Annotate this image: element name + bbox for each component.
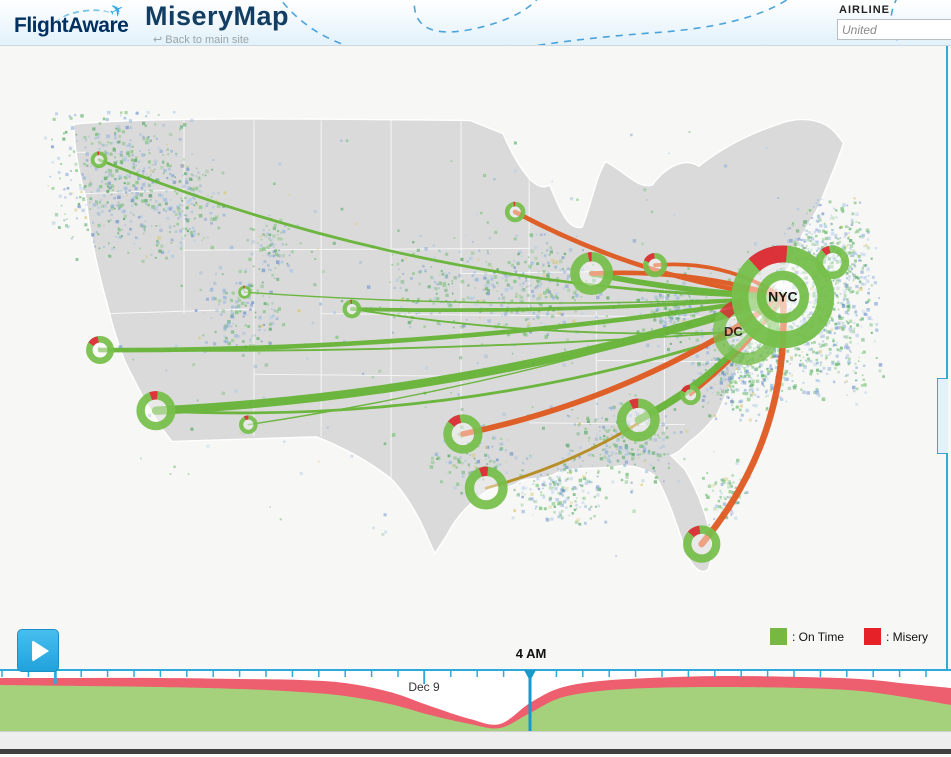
airport-donut-sea[interactable] (90, 151, 108, 169)
back-to-main-site-link[interactable]: ↩ Back to main site (153, 34, 250, 46)
airport-donuts-layer: DC NYC (85, 151, 850, 565)
flight-route-lax-dc (154, 329, 748, 415)
airport-donut-den[interactable] (342, 299, 362, 319)
airport-donut-phx[interactable] (239, 415, 259, 435)
legend-misery: : Misery (864, 628, 928, 645)
side-panel-tab[interactable] (937, 378, 948, 454)
airport-donut-sfo[interactable] (85, 335, 115, 365)
date-tick-label: Dec 9 (408, 680, 440, 694)
timeline-scrubber[interactable] (524, 670, 536, 731)
airport-label-nyc: NYC (768, 289, 798, 305)
play-icon (31, 639, 49, 662)
brand-name: FlightAware (14, 14, 129, 37)
flight-route-dtw-nyc (653, 262, 785, 299)
airline-filter-input[interactable] (837, 19, 951, 40)
airport-label-dc: DC (724, 324, 743, 339)
map-right-border (946, 45, 948, 670)
flight-routes-layer (97, 158, 788, 548)
airport-donut-dtw[interactable] (642, 253, 668, 278)
airport-donut-mia[interactable] (681, 524, 722, 565)
airport-donut-slc[interactable] (238, 285, 252, 299)
timeline-chart (0, 669, 951, 731)
airport-donut-nyc[interactable]: NYC (722, 236, 843, 357)
dashed-flightpath-decoration (279, 0, 901, 45)
on-time-area (0, 685, 951, 731)
us-misery-map: DC NYC (44, 110, 885, 572)
legend: : On Time : Misery (770, 628, 928, 645)
airport-donut-msp[interactable] (504, 201, 526, 223)
flight-route-sea-nyc (97, 158, 785, 299)
flight-route-sfo-nyc (97, 294, 786, 353)
flight-route-den-nyc (350, 295, 785, 313)
map-canvas[interactable]: DC NYC : On Time : Misery (0, 45, 951, 672)
page-title: MiseryMap (145, 1, 290, 31)
airline-filter-label: AIRLINE (839, 4, 890, 16)
timeline-axis[interactable] (0, 669, 951, 684)
misery-swatch (864, 628, 882, 645)
header: ✈ FlightAware MiseryMap ↩ Back to main s… (0, 0, 951, 46)
legend-on-time: : On Time (770, 628, 844, 645)
airport-donut-iah[interactable] (464, 466, 508, 510)
play-button[interactable] (17, 629, 59, 672)
airport-donut-dfw[interactable] (441, 412, 484, 455)
flight-route-clt-nyc (689, 295, 785, 397)
timeline[interactable]: 4 AM Dec 9 (0, 646, 951, 731)
flight-route-lax-nyc (151, 292, 788, 415)
flightaware-logo[interactable]: ✈ FlightAware (14, 0, 129, 38)
flight-route-slc-nyc (243, 291, 784, 304)
airport-donut-clt[interactable] (680, 384, 701, 406)
airport-donut-lax[interactable] (136, 391, 176, 431)
airport-donut-ord[interactable] (570, 252, 614, 295)
horizontal-scrollbar[interactable] (0, 731, 951, 750)
us-landmass (73, 118, 845, 572)
flight-route-den-dc (350, 308, 748, 335)
airport-donut-atl[interactable] (616, 398, 661, 443)
flight-route-phx-nyc (247, 296, 784, 426)
on-time-swatch (770, 628, 787, 645)
misery-label: : Misery (886, 629, 929, 644)
cursor-time-label: 4 AM (515, 646, 547, 661)
scrubber-handle-icon[interactable] (524, 670, 536, 681)
on-time-label: : On Time (792, 629, 845, 644)
window-bottom-edge (0, 749, 951, 754)
